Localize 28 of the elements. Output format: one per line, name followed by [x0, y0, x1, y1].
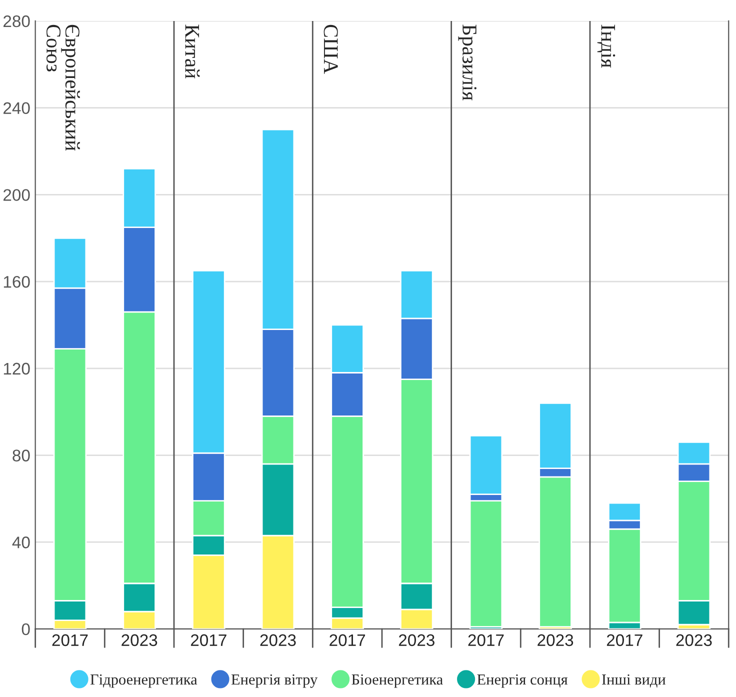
legend-label: Гідроенергетика [90, 674, 198, 688]
x-tick-label: 2023 [538, 634, 574, 646]
annotation: США [324, 24, 338, 74]
annotation: Бразилія [458, 24, 476, 100]
y-tick-label: 0 [22, 623, 30, 636]
y-tick-label: 160 [4, 276, 30, 288]
y-tick-label: 200 [4, 189, 30, 201]
x-tick-label: 2017 [468, 634, 504, 646]
y-tick-label: 280 [4, 15, 30, 28]
y-tick-label: 40 [12, 536, 30, 548]
annotation: Європейський Союз [46, 24, 80, 151]
legend-label: Біоенергетика [352, 674, 443, 688]
x-tick-label: 2017 [330, 634, 366, 646]
x-tick-label: 2017 [190, 634, 226, 646]
x-tick-label: 2023 [260, 634, 296, 646]
x-tick-label: 2023 [398, 634, 434, 646]
y-tick-label: 240 [4, 102, 30, 114]
legend-label: Енергія сонця [477, 674, 568, 688]
x-tick-label: 2017 [52, 634, 88, 646]
y-tick-label: 80 [12, 450, 30, 462]
x-tick-label: 2017 [606, 634, 642, 646]
x-tick-label: 2023 [122, 634, 158, 646]
legend-label: Енергія вітру [231, 674, 318, 688]
y-tick-label: 120 [4, 362, 30, 375]
x-tick-label: 2023 [676, 634, 712, 646]
annotation: Індія [597, 24, 616, 68]
legend-label: Інші види [602, 674, 666, 688]
annotation: Китай [185, 24, 200, 78]
